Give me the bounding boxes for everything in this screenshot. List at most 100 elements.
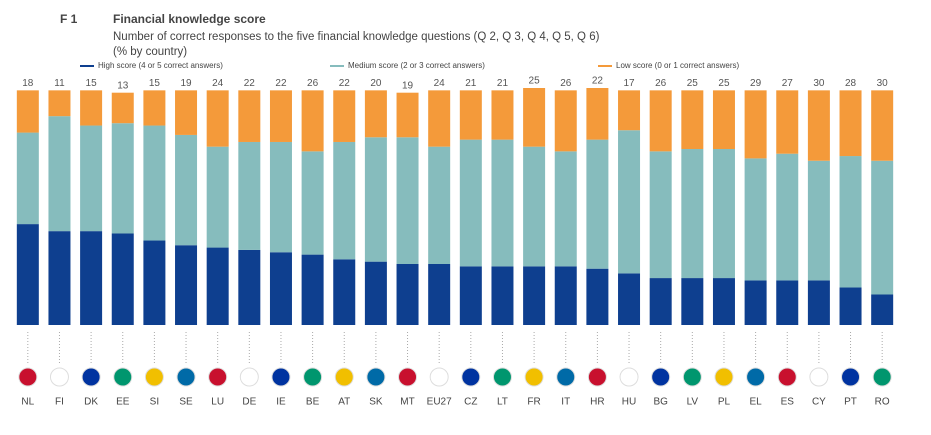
bar-segment [175, 245, 198, 325]
bar-segment [744, 280, 767, 325]
flag [841, 367, 861, 387]
x-tick-label: BG [653, 397, 668, 408]
bar-segment [143, 90, 166, 126]
flag [651, 367, 671, 387]
flag [271, 367, 291, 387]
bar-segment [428, 263, 451, 325]
bar-segment [269, 141, 292, 253]
value-label: 21 [465, 78, 477, 89]
x-tick-label: NL [21, 397, 34, 408]
bar-segment [428, 146, 451, 264]
bar-segment [333, 259, 356, 325]
bar-segment [48, 231, 71, 325]
bar-segment [491, 90, 514, 140]
bar-segment [491, 266, 514, 325]
value-label: 25 [529, 76, 541, 87]
legend-label: Low score (0 or 1 correct answers) [616, 61, 739, 70]
flag [176, 367, 196, 387]
x-tick-label: SE [179, 397, 193, 408]
bar-segment [301, 90, 324, 152]
flag [619, 367, 639, 387]
bar-segment [554, 151, 577, 267]
bar-segment [459, 139, 482, 267]
bar-segment [491, 139, 514, 267]
bar-segment [301, 151, 324, 255]
x-tick-label: EL [749, 397, 762, 408]
flag [714, 367, 734, 387]
bar-segment [459, 266, 482, 325]
flag [18, 367, 38, 387]
value-label: 17 [623, 78, 635, 89]
flag [334, 367, 354, 387]
flag [208, 367, 228, 387]
bar-segment [681, 278, 704, 325]
flag [239, 367, 259, 387]
value-label: 25 [687, 78, 699, 89]
x-tick-label: BE [306, 397, 320, 408]
value-label: 28 [845, 78, 857, 89]
bar-segment [80, 231, 103, 325]
x-tick-label: CZ [464, 397, 477, 408]
flag [524, 367, 544, 387]
bar-segment [871, 160, 894, 295]
flag [746, 367, 766, 387]
x-tick-label: AT [338, 397, 350, 408]
flag [556, 367, 576, 387]
value-label: 19 [180, 78, 192, 89]
x-tick-label: FI [55, 397, 64, 408]
bar-segment [807, 90, 830, 161]
flag [144, 367, 164, 387]
bar-segment [364, 137, 387, 262]
x-tick-label: IT [561, 397, 570, 408]
bar-segment [871, 90, 894, 161]
bar-segment [776, 90, 799, 154]
bar-segment [238, 141, 261, 250]
bar-segment [839, 90, 862, 157]
bar-segment [681, 149, 704, 279]
value-label: 22 [339, 78, 351, 89]
value-label: 26 [307, 78, 319, 89]
legend-label: Medium score (2 or 3 correct answers) [348, 61, 485, 70]
subtitle: Number of correct responses to the five … [113, 31, 600, 43]
x-tick-label: EU27 [427, 397, 452, 408]
bar-segment [48, 116, 71, 232]
flag [777, 367, 797, 387]
x-tick-label: HU [622, 397, 636, 408]
bar-segment [776, 153, 799, 281]
x-tick-label: EE [116, 397, 130, 408]
bar-segment [839, 287, 862, 325]
value-label: 21 [497, 78, 509, 89]
value-label: 22 [592, 76, 604, 87]
x-tick-label: DK [84, 397, 98, 408]
bar-segment [523, 88, 546, 147]
x-tick-label: CY [812, 397, 826, 408]
bar-segment [111, 123, 134, 234]
x-tick-label: PT [844, 397, 857, 408]
bar-segment [712, 278, 735, 325]
x-tick-label: MT [400, 397, 414, 408]
bar-segment [364, 261, 387, 325]
bar-segment [206, 247, 229, 325]
value-label: 20 [370, 78, 382, 89]
bar-segment [681, 90, 704, 150]
value-label: 19 [402, 80, 414, 91]
bar-segment [618, 130, 641, 274]
subtitle: (% by country) [113, 46, 187, 58]
bar-segment [523, 146, 546, 267]
x-tick-label: FR [527, 397, 540, 408]
x-tick-label: RO [875, 397, 890, 408]
bar-segment [206, 90, 229, 147]
bar-segment [364, 90, 387, 138]
bar-segment [396, 263, 419, 325]
value-label: 22 [275, 78, 287, 89]
bar-segment [143, 125, 166, 241]
bar-segment [333, 90, 356, 142]
bar-segment [333, 141, 356, 260]
flag [809, 367, 829, 387]
bar-segment [206, 146, 229, 248]
value-label: 26 [560, 78, 572, 89]
bar-segment [175, 134, 198, 246]
bar-segment [16, 224, 39, 325]
flag [49, 367, 69, 387]
bar-segment [712, 90, 735, 150]
